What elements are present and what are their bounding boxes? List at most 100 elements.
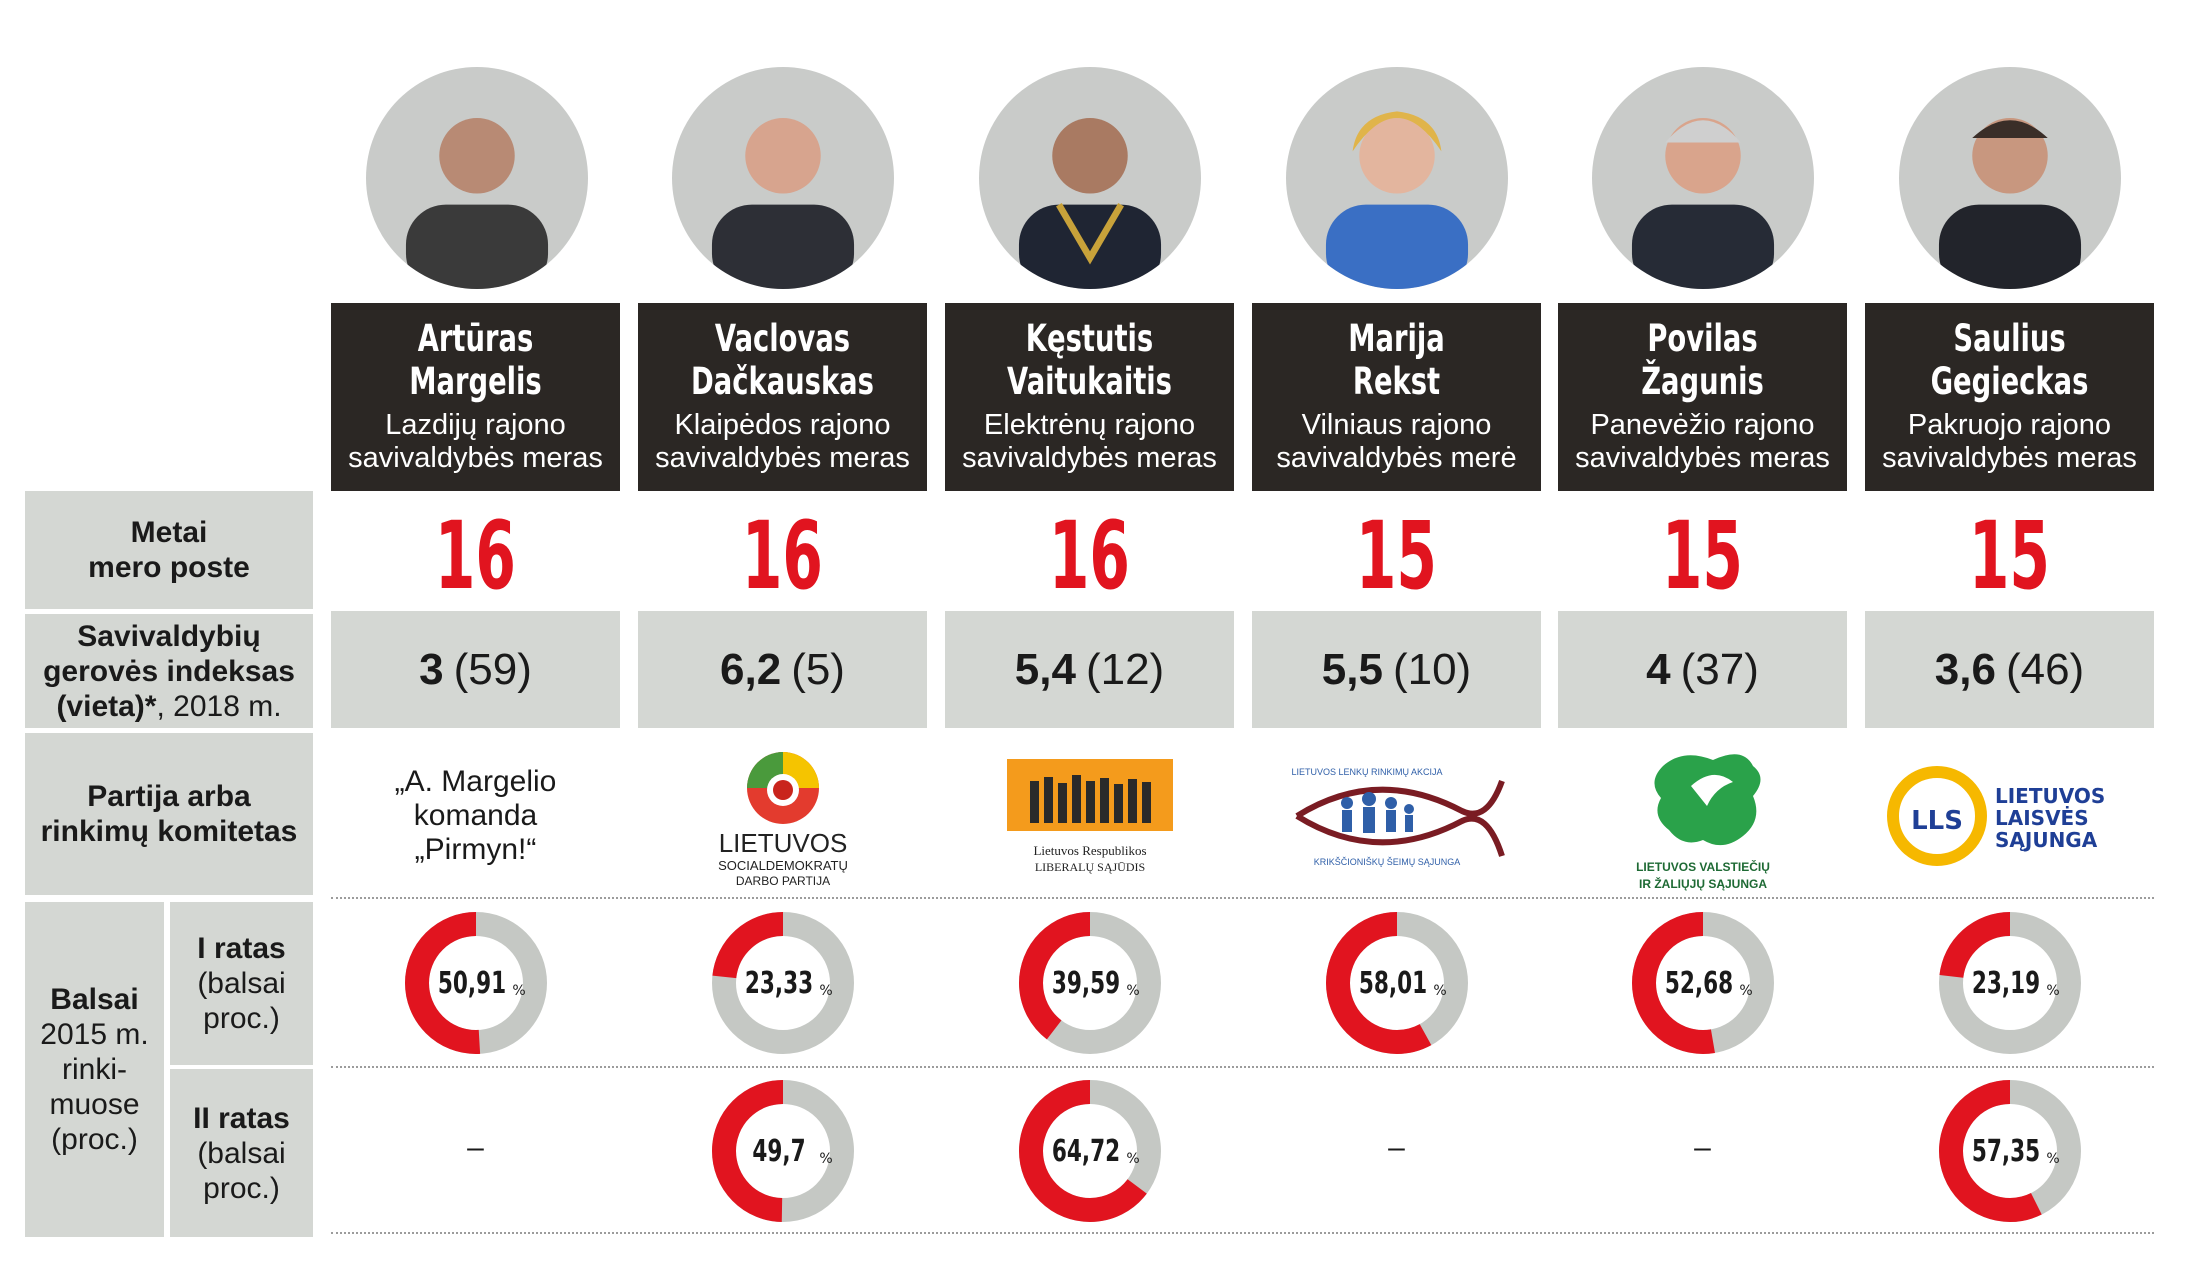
percent-sign: % [1126,1151,1139,1167]
candidate-first-name: Kęstutis [1025,317,1154,360]
candidate-role: Lazdijų rajono [385,409,566,441]
party-text: „A. Margelio komanda „Pirmyn!“ [394,765,557,866]
donut-svg: 57,35% [1938,1080,2081,1222]
candidate-role: Panevėžio rajono [1590,409,1815,441]
donut-share-arc [1938,912,2081,1054]
donut-value-label: 49,7 [752,1135,805,1169]
name-box: Vaclovas Dačkauskas Klaipėdos rajono sav… [638,303,927,491]
portrait-photo [979,67,1201,289]
svg-text:KRIKŠČIONIŠKŲ ŠEIMŲ SĄJUNGA: KRIKŠČIONIŠKŲ ŠEIMŲ SĄJUNGA [1313,857,1460,867]
donut-share-arc [1018,912,1161,1054]
candidate-first-name: Vaclovas [714,317,851,360]
donut-svg: 49,7% [711,1080,854,1222]
label-tenure: Metai mero poste [25,491,313,609]
party-logo: LLS LIETUVOS LAISVĖS SĄJUNGA [1865,740,2154,892]
no-second-round-dash: – [1388,1131,1405,1164]
candidate-role: Elektrėnų rajono [983,409,1196,441]
svg-text:LAISVĖS: LAISVĖS [1995,806,2089,830]
party-logo: Lietuvos Respublikos LIBERALŲ SĄJŪDIS [945,740,1234,892]
svg-text:Lietuvos Respublikos: Lietuvos Respublikos [1033,843,1146,858]
percent-sign: % [819,1151,832,1167]
donut-share-arc [404,912,547,1054]
candidate-last-name: Dačkauskas [691,360,874,403]
welfare-cell: 6,2 (5) [638,611,927,728]
tenure-value: 16 [1048,501,1131,611]
vote-share-donut: 49,7% [710,1078,856,1224]
name-box: Marija Rekst Vilniaus rajono savivaldybė… [1252,303,1541,491]
welfare-cell: 5,4 (12) [945,611,1234,728]
candidate-role: savivaldybės merė [1276,442,1517,474]
candidate-role: Vilniaus rajono [1301,409,1492,441]
welfare-cell: 4 (37) [1558,611,1847,728]
svg-text:LIBERALŲ SĄJŪDIS: LIBERALŲ SĄJŪDIS [1034,860,1144,874]
svg-text:LIETUVOS LENKŲ RINKIMŲ AKCIJA: LIETUVOS LENKŲ RINKIMŲ AKCIJA [1291,767,1442,777]
donut-svg: 23,19% [1938,912,2081,1054]
percent-sign: % [819,983,832,999]
row-divider [331,897,2154,899]
tenure-value: 15 [1661,501,1744,611]
donut-svg: 52,68% [1631,912,1774,1054]
tenure-value: 15 [1355,501,1438,611]
candidate-role: Pakruojo rajono [1907,409,2112,441]
percent-sign: % [512,983,525,999]
party-logo: LIETUVOS VALSTIEČIŲ IR ŽALIŲJŲ SĄJUNGA [1558,740,1847,892]
donut-share-arc [1325,912,1468,1054]
candidate-first-name: Marija [1348,317,1445,360]
welfare-cell: 5,5 (10) [1252,611,1541,728]
svg-text:IR ŽALIŲJŲ SĄJUNGA: IR ŽALIŲJŲ SĄJUNGA [1638,876,1766,891]
vote-share-donut: 39,59% [1017,910,1163,1056]
candidate-role: savivaldybės meras [1575,442,1830,474]
donut-value-label: 39,59 [1051,967,1119,1001]
candidate-role: savivaldybės meras [962,442,1217,474]
row-divider [331,1066,2154,1068]
no-second-round-dash: – [1694,1131,1711,1164]
percent-sign: % [2046,1151,2059,1167]
vote-share-donut: 64,72% [1017,1078,1163,1224]
donut-share-arc [711,1080,854,1222]
svg-text:LIETUVOS: LIETUVOS [1995,784,2105,808]
donut-share-arc [711,912,854,1054]
portrait-photo [1286,67,1508,289]
svg-text:LIETUVOS VALSTIEČIŲ: LIETUVOS VALSTIEČIŲ [1636,859,1770,874]
donut-value-label: 64,72 [1051,1135,1119,1169]
portrait-photo [1899,67,2121,289]
donut-svg: 58,01% [1325,912,1468,1054]
party-logo: LIETUVOS LENKŲ RINKIMŲ AKCIJA KRIKŠČIONI… [1252,740,1541,892]
candidate-last-name: Žagunis [1641,360,1764,403]
svg-text:LLS: LLS [1911,806,1963,836]
vote-share-donut: 57,35% [1937,1078,2083,1224]
label-votes: Balsai 2015 m. rinki- muose (proc.) [25,902,164,1237]
vote-share-donut: 52,68% [1630,910,1776,1056]
percent-sign: % [1126,983,1139,999]
percent-sign: % [1433,983,1446,999]
candidate-first-name: Saulius [1953,317,2066,360]
name-box: Saulius Gegieckas Pakruojo rajono saviva… [1865,303,2154,491]
donut-share-arc [1631,912,1774,1054]
portrait-photo [1592,67,1814,289]
portrait-photo [366,67,588,289]
donut-value-label: 52,68 [1664,967,1732,1001]
candidate-first-name: Artūras [417,317,534,360]
vote-share-donut: 58,01% [1324,910,1470,1056]
name-box: Kęstutis Vaitukaitis Elektrėnų rajono sa… [945,303,1234,491]
donut-svg: 64,72% [1018,1080,1161,1222]
portrait-photo [672,67,894,289]
percent-sign: % [2046,983,2059,999]
label-round2: II ratas (balsai proc.) [170,1069,313,1237]
donut-value-label: 50,91 [437,967,505,1001]
name-box: Povilas Žagunis Panevėžio rajono savival… [1558,303,1847,491]
vote-share-donut: 50,91% [403,910,549,1056]
label-round1: I ratas (balsai proc.) [170,902,313,1065]
tenure-value: 16 [741,501,824,611]
candidate-role: savivaldybės meras [655,442,910,474]
welfare-cell: 3,6 (46) [1865,611,2154,728]
candidate-last-name: Margelis [409,360,542,403]
party-logo: LIETUVOS SOCIALDEMOKRATŲ DARBO PARTIJA [638,740,927,892]
welfare-cell: 3 (59) [331,611,620,728]
candidate-role: savivaldybės meras [1882,442,2137,474]
svg-text:LIETUVOS: LIETUVOS [718,828,847,858]
candidate-role: savivaldybės meras [348,442,603,474]
donut-value-label: 57,35 [1971,1135,2039,1169]
donut-share-arc [1018,1080,1161,1222]
row-divider [331,1232,2154,1234]
